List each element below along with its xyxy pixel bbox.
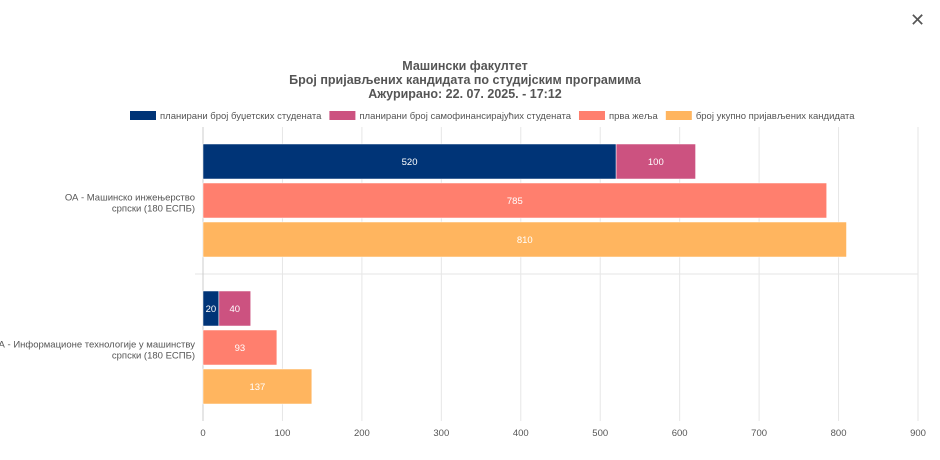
bar[interactable]	[202, 329, 278, 366]
chart-title-line: Ажурирано: 22. 07. 2025. - 17:12	[368, 87, 562, 101]
bar[interactable]	[202, 368, 313, 405]
x-tick-label: 600	[672, 428, 688, 439]
bar[interactable]	[202, 143, 617, 180]
category-label: српски (180 ЕСПБ)	[112, 204, 195, 215]
x-tick-label: 700	[751, 428, 767, 439]
bar-data-label: 520	[402, 157, 418, 168]
legend-swatch[interactable]	[329, 111, 356, 120]
legend-swatch[interactable]	[130, 111, 156, 120]
chart-title-line: Број пријављених кандидата по студијским…	[289, 73, 642, 87]
legend-label[interactable]: планирани број самофинансирајућих студен…	[359, 111, 571, 122]
legend-label[interactable]: планирани број буџетских студената	[160, 111, 322, 122]
legend-swatch[interactable]	[578, 111, 605, 120]
close-icon[interactable]: ✕	[910, 10, 926, 30]
bar-data-label: 785	[507, 196, 523, 207]
bar-data-label: 40	[229, 304, 240, 315]
x-tick-label: 300	[433, 428, 449, 439]
x-tick-label: 800	[831, 428, 847, 439]
x-tick-label: 900	[910, 428, 926, 439]
bar[interactable]	[202, 182, 827, 219]
bar-data-label: 20	[206, 304, 217, 315]
bar-data-label: 810	[517, 235, 533, 246]
bar-data-label: 137	[249, 382, 265, 393]
bar[interactable]	[218, 290, 251, 327]
category-label: ОА - Информационе технологије у машинств…	[0, 340, 195, 351]
legend-swatch[interactable]	[665, 111, 692, 120]
x-tick-label: 500	[592, 428, 608, 439]
x-tick-label: 100	[275, 428, 291, 439]
category-label: ОА - Машинско инжењерство	[65, 193, 195, 204]
bar[interactable]	[202, 221, 847, 258]
bar-data-label: 100	[648, 157, 664, 168]
legend-label[interactable]: број укупно пријављених кандидата	[696, 111, 855, 122]
x-tick-label: 400	[513, 428, 529, 439]
category-label: српски (180 ЕСПБ)	[112, 351, 195, 362]
x-tick-label: 200	[354, 428, 370, 439]
bar-data-label: 93	[235, 343, 246, 354]
legend-label[interactable]: прва жеља	[609, 111, 659, 122]
bar[interactable]	[615, 143, 696, 180]
x-tick-label: 0	[200, 428, 205, 439]
chart-title-line: Машински факултет	[402, 59, 527, 73]
